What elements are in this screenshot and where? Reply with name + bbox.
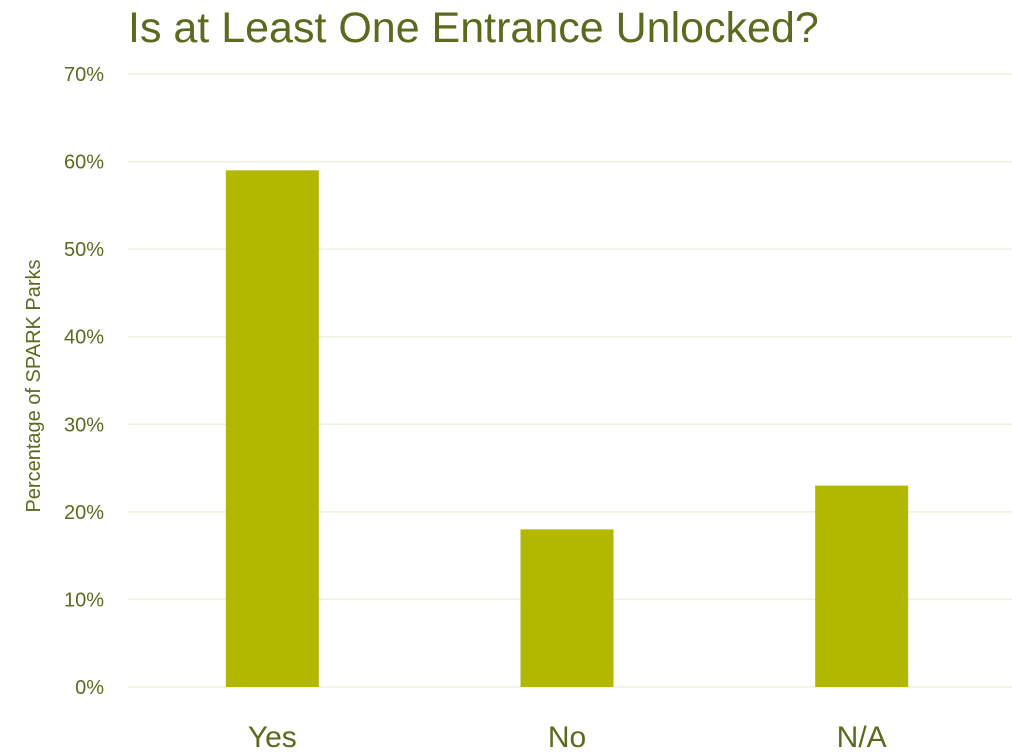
bar-n-a (815, 485, 909, 687)
x-category-label: Yes (248, 721, 297, 754)
chart-title: Is at Least One Entrance Unlocked? (128, 4, 819, 52)
y-tick-label: 50% (64, 239, 104, 261)
x-category-label: N/A (837, 721, 887, 754)
y-tick-label: 10% (64, 589, 104, 611)
bar-yes (225, 170, 319, 688)
y-axis-title: Percentage of SPARK Parks (23, 259, 45, 512)
x-category-label: No (548, 721, 586, 754)
y-axis-tick-labels: 0% 10% 20% 30% 40% 50% 60% 70% (64, 64, 104, 699)
y-tick-label: 70% (64, 64, 104, 86)
y-tick-label: 0% (75, 677, 104, 699)
bars (225, 170, 909, 688)
y-tick-label: 40% (64, 327, 104, 349)
bar-no (520, 529, 614, 687)
y-tick-label: 60% (64, 152, 104, 174)
y-tick-label: 30% (64, 414, 104, 436)
y-tick-label: 20% (64, 502, 104, 524)
x-axis-category-labels: Yes No N/A (248, 721, 887, 754)
